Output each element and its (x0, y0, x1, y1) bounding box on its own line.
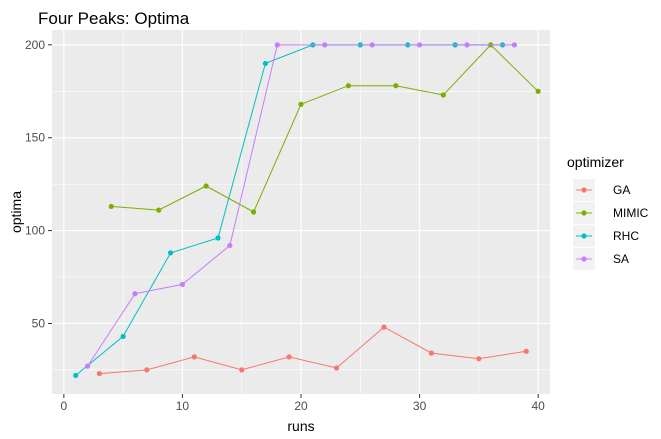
series-layer (73, 42, 541, 379)
data-point-ga (381, 324, 387, 330)
legend-label-ga: GA (613, 183, 630, 197)
x-axis-title: runs (287, 418, 314, 434)
x-tick-label: 30 (413, 399, 427, 413)
data-point-ga (191, 354, 197, 360)
data-point-ga (333, 365, 340, 371)
y-axis-title: optima (8, 191, 24, 233)
legend-key-point-rhc (581, 233, 587, 239)
data-point-sa (84, 363, 91, 369)
data-point-mimic (393, 83, 399, 89)
data-point-ga (476, 356, 482, 362)
data-point-sa (227, 242, 233, 249)
data-point-ga (428, 350, 435, 356)
y-tick-label: 150 (25, 131, 45, 145)
data-point-ga (523, 348, 529, 354)
data-point-ga (144, 367, 150, 373)
data-point-sa (132, 291, 138, 297)
legend: optimizer GA MIMIC RHC SA (567, 154, 649, 270)
data-point-ga (239, 367, 245, 373)
data-point-sa (274, 42, 280, 48)
y-tick-label: 200 (25, 38, 45, 52)
data-point-mimic (203, 183, 209, 189)
series-line-mimic (111, 44, 539, 213)
series-line-ga (99, 326, 527, 375)
x-tick-label: 20 (294, 399, 308, 413)
data-point-mimic (108, 203, 114, 210)
legend-label-sa: SA (613, 252, 629, 266)
y-tick-label: 50 (32, 316, 46, 330)
legend-label-rhc: RHC (613, 229, 639, 243)
x-tick-label: 10 (176, 399, 190, 413)
data-point-sa (322, 42, 328, 48)
legend-key-point-mimic (581, 210, 587, 216)
data-point-mimic (535, 88, 541, 94)
data-point-sa (464, 42, 470, 48)
data-point-mimic (156, 207, 162, 213)
axes-layer: 0 10 20 30 40 50 100 150 200 (25, 38, 545, 413)
data-point-ga (286, 354, 292, 360)
x-tick-label: 0 (61, 399, 68, 413)
legend-key-point-sa (581, 256, 587, 262)
y-tick-label: 100 (25, 224, 45, 238)
data-point-mimic (298, 101, 304, 107)
data-point-sa (369, 42, 375, 48)
data-point-rhc (167, 250, 174, 256)
data-point-sa (416, 42, 423, 48)
data-point-mimic (250, 209, 257, 215)
data-point-mimic (440, 92, 446, 98)
data-point-ga (96, 370, 103, 377)
data-point-rhc (215, 235, 221, 241)
series-line-sa (87, 44, 515, 367)
data-point-sa (511, 42, 518, 48)
data-point-sa (179, 281, 186, 288)
legend-title: optimizer (567, 154, 624, 170)
chart-title: Four Peaks: Optima (38, 9, 190, 28)
data-point-mimic (345, 83, 352, 89)
legend-label-mimic: MIMIC (613, 206, 649, 220)
data-point-rhc (73, 372, 79, 379)
data-point-rhc (262, 60, 269, 67)
legend-key-point-ga (581, 187, 587, 193)
major-gridlines (52, 30, 550, 394)
data-point-rhc (120, 333, 126, 340)
x-tick-label: 40 (531, 399, 545, 413)
